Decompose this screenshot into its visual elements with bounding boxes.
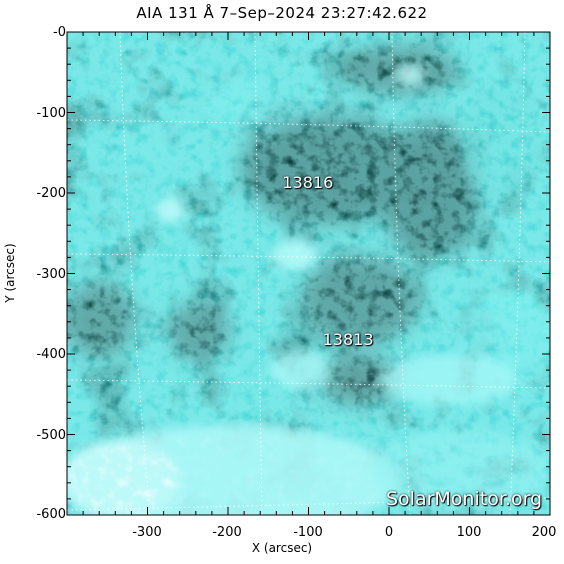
y-tick-label: -200 [36,186,66,201]
x-tick-label: -300 [132,525,162,540]
y-tick-label: -100 [36,106,66,121]
active-region-label: 13813 [322,329,374,349]
axis-ticks [66,31,551,516]
y-tick-label: -500 [36,428,66,443]
y-axis-label: Y (arcsec) [3,243,17,303]
y-tick-label: -400 [36,347,66,362]
heliographic-grid [67,32,550,515]
x-tick-label: 200 [531,525,557,540]
y-tick-label: -300 [36,267,66,282]
y-tick-label: -0 [53,25,66,40]
x-tick-label: 100 [456,525,482,540]
active-region-label: 13816 [282,172,334,192]
image-title: AIA 131 Å 7–Sep–2024 23:27:42.622 [136,4,428,22]
x-tick-label: 0 [384,525,394,540]
x-tick-label: -200 [212,525,242,540]
x-tick-label: -100 [293,525,323,540]
solarmonitor-watermark: SolarMonitor.org [386,488,543,510]
y-tick-label: -600 [36,507,66,522]
x-axis-label: X (arcsec) [251,541,313,555]
